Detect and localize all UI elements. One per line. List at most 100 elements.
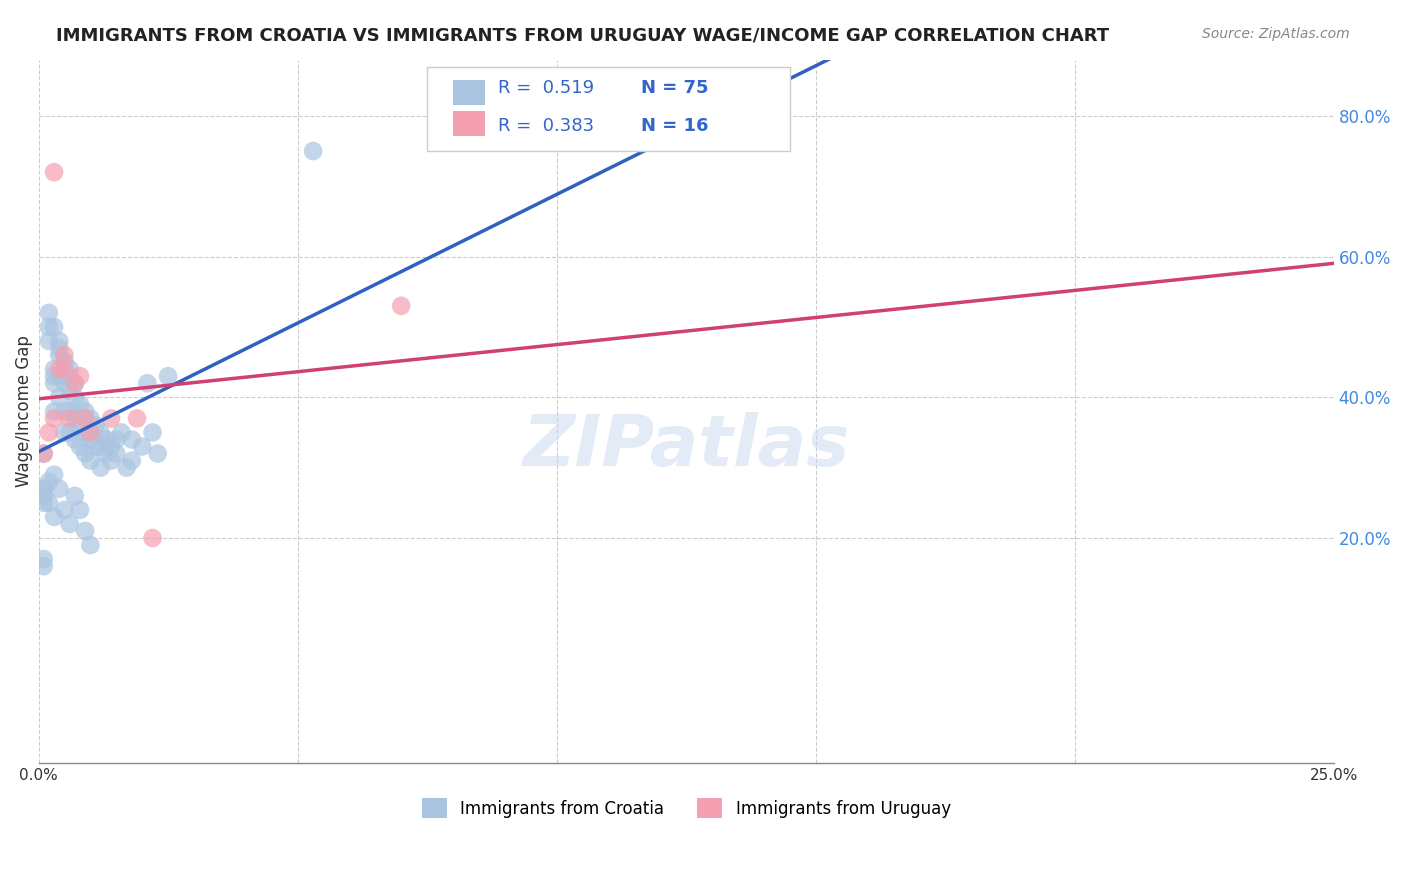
Point bbox=[75, 411, 97, 425]
Point bbox=[42, 376, 65, 391]
Point bbox=[105, 446, 128, 460]
Point bbox=[53, 355, 76, 369]
Point bbox=[141, 531, 163, 545]
Point bbox=[69, 440, 91, 454]
Point bbox=[79, 433, 101, 447]
Point bbox=[38, 496, 60, 510]
Point bbox=[84, 440, 107, 454]
Point bbox=[32, 489, 55, 503]
Point bbox=[53, 376, 76, 391]
Point bbox=[90, 425, 112, 440]
FancyBboxPatch shape bbox=[453, 80, 485, 104]
Point bbox=[90, 460, 112, 475]
Point bbox=[59, 516, 82, 531]
Y-axis label: Wage/Income Gap: Wage/Income Gap bbox=[15, 335, 32, 487]
Point bbox=[63, 433, 86, 447]
Point bbox=[42, 467, 65, 482]
Point bbox=[59, 369, 82, 384]
Point bbox=[302, 144, 325, 158]
Point bbox=[53, 503, 76, 517]
Point bbox=[94, 446, 117, 460]
Point bbox=[32, 559, 55, 574]
Point bbox=[42, 369, 65, 384]
Point bbox=[59, 411, 82, 425]
Point bbox=[90, 440, 112, 454]
Point bbox=[48, 369, 70, 384]
Point bbox=[32, 482, 55, 496]
Point bbox=[42, 509, 65, 524]
Point bbox=[136, 376, 159, 391]
Point bbox=[100, 411, 122, 425]
Text: Source: ZipAtlas.com: Source: ZipAtlas.com bbox=[1202, 27, 1350, 41]
Point bbox=[94, 433, 117, 447]
Point bbox=[48, 390, 70, 404]
Point bbox=[38, 334, 60, 348]
Point bbox=[69, 397, 91, 411]
Point bbox=[53, 355, 76, 369]
Point bbox=[42, 411, 65, 425]
Point bbox=[48, 362, 70, 376]
Point bbox=[32, 496, 55, 510]
Point bbox=[42, 165, 65, 179]
Text: R =  0.383: R = 0.383 bbox=[498, 118, 595, 136]
Point bbox=[79, 411, 101, 425]
Point bbox=[131, 440, 153, 454]
Point bbox=[59, 362, 82, 376]
Point bbox=[121, 433, 143, 447]
Point bbox=[79, 425, 101, 440]
Legend: Immigrants from Croatia, Immigrants from Uruguay: Immigrants from Croatia, Immigrants from… bbox=[415, 791, 957, 825]
Point bbox=[121, 453, 143, 467]
Point bbox=[157, 369, 180, 384]
Point bbox=[75, 446, 97, 460]
Point bbox=[84, 418, 107, 433]
Point bbox=[38, 475, 60, 489]
Point bbox=[42, 404, 65, 418]
FancyBboxPatch shape bbox=[453, 111, 485, 136]
Point bbox=[42, 320, 65, 334]
Point bbox=[146, 446, 169, 460]
Point bbox=[59, 384, 82, 398]
Point bbox=[53, 362, 76, 376]
Point bbox=[75, 404, 97, 418]
Point bbox=[63, 376, 86, 391]
Point bbox=[53, 425, 76, 440]
Point bbox=[59, 404, 82, 418]
Point bbox=[63, 376, 86, 391]
Point bbox=[32, 482, 55, 496]
Point bbox=[100, 453, 122, 467]
Point bbox=[63, 390, 86, 404]
Point bbox=[32, 552, 55, 566]
Point bbox=[105, 433, 128, 447]
Point bbox=[141, 425, 163, 440]
Point bbox=[75, 425, 97, 440]
Point bbox=[69, 369, 91, 384]
Point bbox=[69, 503, 91, 517]
Text: ZIPatlas: ZIPatlas bbox=[523, 412, 849, 481]
Point bbox=[38, 425, 60, 440]
Point bbox=[75, 524, 97, 538]
Point bbox=[38, 306, 60, 320]
Text: N = 75: N = 75 bbox=[641, 78, 709, 96]
Point bbox=[48, 348, 70, 362]
Text: R =  0.519: R = 0.519 bbox=[498, 78, 595, 96]
Point bbox=[79, 453, 101, 467]
Point bbox=[115, 460, 138, 475]
Point bbox=[110, 425, 132, 440]
Point bbox=[48, 341, 70, 355]
Point bbox=[63, 489, 86, 503]
Point bbox=[125, 411, 148, 425]
Point bbox=[53, 348, 76, 362]
Point bbox=[79, 538, 101, 552]
Point bbox=[69, 418, 91, 433]
Point bbox=[48, 482, 70, 496]
Point bbox=[389, 299, 412, 313]
Point bbox=[48, 334, 70, 348]
Point bbox=[42, 362, 65, 376]
Point bbox=[100, 440, 122, 454]
Point bbox=[32, 446, 55, 460]
Point bbox=[59, 425, 82, 440]
Text: IMMIGRANTS FROM CROATIA VS IMMIGRANTS FROM URUGUAY WAGE/INCOME GAP CORRELATION C: IMMIGRANTS FROM CROATIA VS IMMIGRANTS FR… bbox=[56, 27, 1109, 45]
Point bbox=[32, 446, 55, 460]
Point bbox=[63, 411, 86, 425]
Text: N = 16: N = 16 bbox=[641, 118, 709, 136]
